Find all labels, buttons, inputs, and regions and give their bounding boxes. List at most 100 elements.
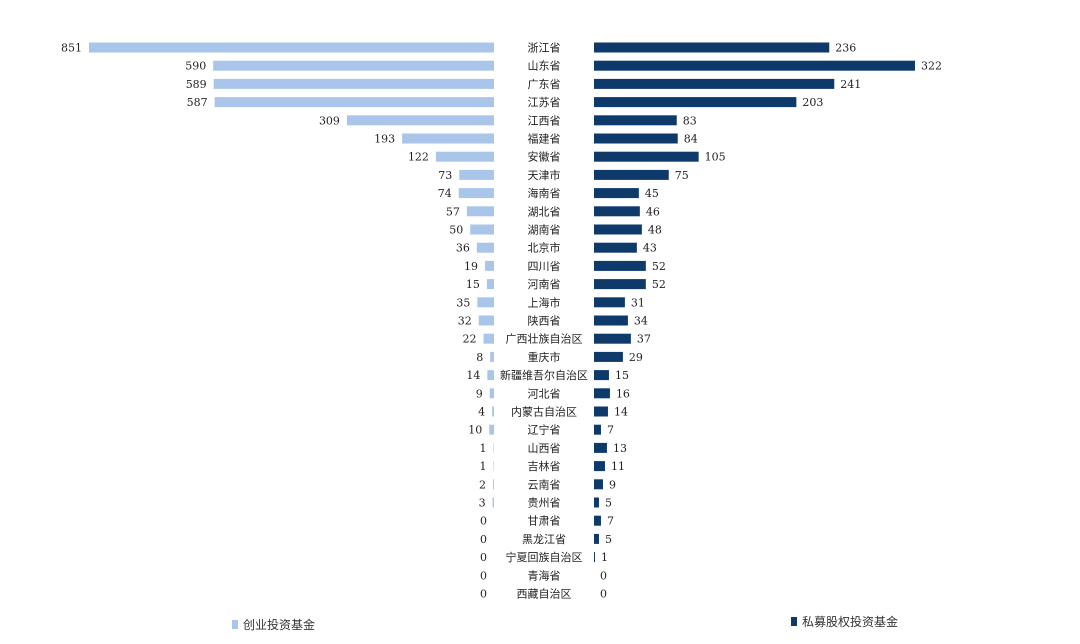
value-label-left-3: 587 (187, 96, 208, 109)
category-label-30: 西藏自治区 (517, 587, 572, 601)
bar-right-23 (594, 461, 605, 472)
category-label-14: 上海市 (528, 295, 561, 309)
bar-left-17 (490, 351, 494, 362)
bar-right-7 (594, 169, 669, 180)
value-label-right-7: 75 (675, 169, 689, 182)
value-label-left-28: 0 (480, 551, 487, 564)
bar-right-20 (594, 406, 608, 417)
category-label-18: 新疆维吾尔自治区 (500, 368, 588, 382)
value-label-right-6: 105 (705, 151, 726, 164)
bar-left-8 (458, 188, 494, 199)
value-label-left-16: 22 (463, 333, 477, 346)
bar-left-10 (470, 224, 494, 235)
value-label-left-23: 1 (480, 460, 487, 473)
right-value-labels-group: 2363222412038384105754546484352523134372… (600, 42, 942, 601)
value-label-left-20: 4 (478, 406, 485, 419)
bar-right-14 (594, 297, 625, 308)
bar-right-3 (594, 97, 797, 108)
value-label-right-27: 5 (605, 533, 612, 546)
bar-left-12 (484, 260, 494, 271)
value-label-left-22: 1 (480, 442, 487, 455)
value-label-left-8: 74 (438, 187, 452, 200)
bar-right-12 (594, 260, 646, 271)
value-label-right-9: 46 (646, 205, 660, 218)
value-label-left-21: 10 (468, 424, 482, 437)
left-value-labels-group: 8515905895873091931227374575036191535322… (61, 42, 487, 601)
bar-right-18 (594, 370, 609, 381)
bar-right-15 (594, 315, 628, 326)
value-label-right-26: 7 (607, 515, 614, 528)
value-label-left-27: 0 (480, 533, 487, 546)
category-label-11: 北京市 (528, 241, 561, 255)
value-label-left-24: 2 (479, 478, 486, 491)
value-label-left-5: 193 (374, 133, 395, 146)
bar-left-3 (214, 97, 494, 108)
value-label-right-20: 14 (614, 406, 628, 419)
category-label-25: 贵州省 (528, 497, 561, 510)
bar-left-1 (213, 60, 494, 71)
bar-right-22 (594, 442, 607, 453)
legend-swatch-series-2 (791, 617, 797, 626)
value-label-right-15: 34 (634, 315, 648, 328)
bar-right-4 (594, 115, 677, 126)
bar-right-25 (594, 497, 599, 508)
value-label-left-19: 9 (476, 387, 483, 400)
value-label-left-4: 309 (319, 114, 340, 127)
value-label-left-17: 8 (476, 351, 483, 364)
value-label-right-8: 45 (645, 187, 659, 200)
bar-left-6 (435, 151, 494, 162)
category-label-1: 山东省 (528, 60, 561, 73)
bar-left-4 (346, 115, 494, 126)
value-label-right-2: 241 (840, 78, 861, 91)
bar-left-13 (486, 279, 494, 290)
value-label-right-17: 29 (629, 351, 643, 364)
bar-right-11 (594, 242, 637, 253)
value-label-right-10: 48 (648, 224, 662, 237)
bar-right-2 (594, 78, 835, 89)
bar-left-20 (492, 406, 494, 417)
bar-left-5 (402, 133, 494, 144)
value-label-right-0: 236 (835, 42, 856, 55)
value-label-left-13: 15 (466, 278, 480, 291)
value-label-right-28: 1 (601, 551, 608, 564)
category-label-26: 甘肃省 (528, 515, 561, 528)
bar-right-8 (594, 188, 639, 199)
value-label-right-5: 84 (684, 133, 698, 146)
bar-right-19 (594, 388, 610, 399)
value-label-left-1: 590 (185, 60, 206, 73)
value-label-right-16: 37 (637, 333, 651, 346)
bar-left-19 (489, 388, 494, 399)
legend: 创业投资基金 私募股权投资基金 (232, 614, 898, 632)
bar-left-16 (483, 333, 494, 344)
value-label-left-12: 19 (464, 260, 478, 273)
value-label-right-4: 83 (683, 114, 697, 127)
bar-left-18 (487, 370, 494, 381)
bar-left-24 (493, 479, 494, 490)
value-label-right-14: 31 (631, 296, 645, 309)
value-label-left-10: 50 (449, 224, 463, 237)
bar-left-2 (213, 78, 494, 89)
bar-left-21 (489, 424, 494, 435)
value-label-right-24: 9 (609, 478, 616, 491)
category-label-29: 青海省 (528, 568, 561, 582)
category-label-16: 广西壮族自治区 (506, 332, 583, 346)
value-label-right-29: 0 (600, 569, 607, 582)
category-label-19: 河北省 (528, 387, 561, 400)
bar-left-11 (476, 242, 494, 253)
value-label-left-30: 0 (480, 588, 487, 601)
category-label-6: 安徽省 (528, 150, 561, 164)
bar-right-10 (594, 224, 642, 235)
value-label-left-6: 122 (408, 151, 429, 164)
category-label-10: 湖南省 (528, 224, 561, 237)
category-label-23: 吉林省 (528, 459, 561, 473)
category-label-27: 黑龙江省 (522, 533, 566, 546)
value-label-left-14: 35 (456, 296, 470, 309)
bar-right-24 (594, 479, 603, 490)
value-label-left-2: 589 (186, 78, 207, 91)
category-label-3: 江苏省 (528, 96, 561, 109)
value-label-right-19: 16 (616, 387, 630, 400)
value-label-right-18: 15 (615, 369, 629, 382)
value-label-left-18: 14 (466, 369, 480, 382)
category-label-21: 辽宁省 (528, 423, 561, 437)
category-label-22: 山西省 (528, 442, 561, 455)
